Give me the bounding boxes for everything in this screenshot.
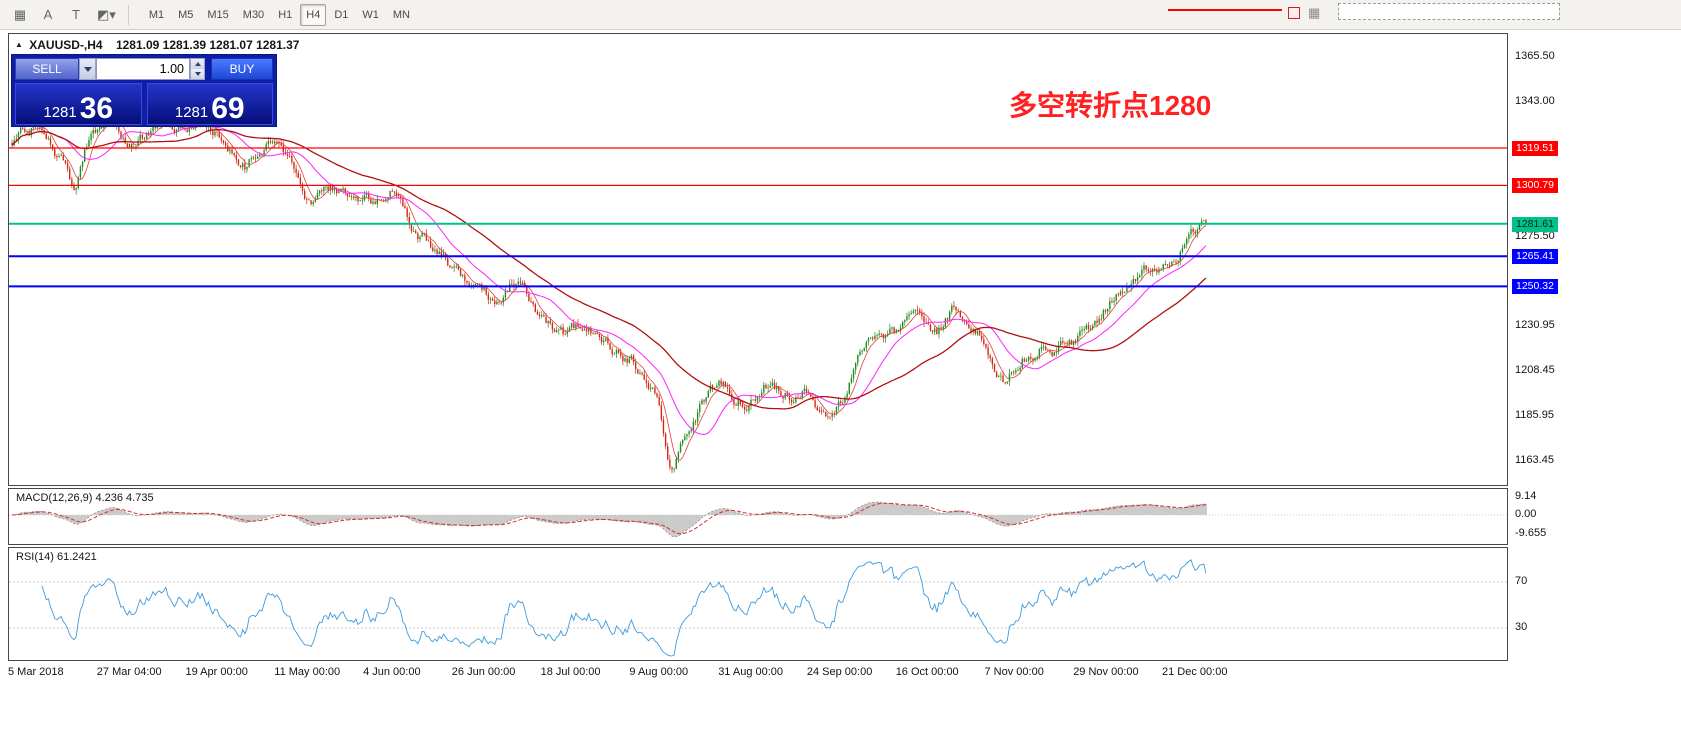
colors-dropdown-icon[interactable]: ◩▾	[97, 6, 116, 22]
date-label-11: 7 Nov 00:00	[984, 666, 1044, 678]
timeframe-mn[interactable]: MN	[392, 8, 410, 21]
toolbar-mini-red-icon[interactable]	[1288, 7, 1300, 19]
candles-up-wicks	[13, 113, 1205, 473]
candles-down-bodies	[11, 115, 1207, 470]
date-label-3: 11 May 00:00	[274, 666, 341, 678]
chart-annotation-text[interactable]: 多空转折点1280	[1009, 90, 1212, 121]
one-click-trading-panel: SELL 1.00 BUY 1281 36 1281 69	[11, 54, 277, 127]
price-axis: 1365.50 1343.00 1275.50 1230.95 1208.45 1185.…	[1512, 33, 1592, 673]
rsi-axis-70: 70	[1515, 575, 1528, 587]
price-label-1163.45: 1163.45	[1515, 454, 1554, 467]
buy-price-display[interactable]: 1281 69	[146, 83, 273, 125]
trade-panel-controls-row: SELL 1.00 BUY	[15, 58, 273, 80]
date-label-10: 16 Oct 00:00	[895, 666, 959, 678]
price-badge-1319.51: 1319.51	[1512, 140, 1558, 156]
date-axis: 5 Mar 2018 27 Mar 04:00 19 Apr 00:00 11 May…	[8, 664, 1608, 680]
chevron-up-icon	[194, 62, 201, 66]
toolbar-left-icons: ▦ A T ◩▾	[6, 4, 123, 26]
price-label-1275.50: 1275.50	[1515, 230, 1555, 242]
stepper-down-button[interactable]	[191, 69, 204, 79]
volume-stepper[interactable]	[190, 58, 205, 80]
date-label-13: 21 Dec 00:00	[1162, 666, 1228, 678]
ask-pips-digits: 69	[211, 91, 245, 125]
candles-down-wicks	[11, 110, 1207, 474]
stepper-up-button[interactable]	[191, 59, 204, 69]
sell-button[interactable]: SELL	[15, 58, 79, 80]
bid-pips-digits: 36	[79, 91, 114, 125]
main-chart-panel[interactable]: ▲ XAUUSD-,H4 1281.09 1281.39 1281.07 128…	[8, 33, 1508, 486]
chart-ohlc-values: 1281.09 1281.39 1281.07 1281.37	[115, 38, 300, 52]
price-badge-1281.61: 1281.61	[1512, 216, 1558, 232]
rsi-line	[41, 559, 1207, 657]
trade-panel-prices-row: 1281 36 1281 69	[15, 83, 273, 125]
ask-main-digits: 1281	[174, 103, 209, 121]
volume-input[interactable]: 1.00	[96, 58, 190, 80]
chart-symbol: XAUUSD-,H4	[29, 38, 103, 52]
price-badge-1265.41: 1265.41	[1512, 249, 1558, 265]
date-label-4: 4 Jun 00:00	[363, 666, 421, 678]
date-label-5: 26 Jun 00:00	[451, 666, 516, 678]
toolbar-dashed-box	[1338, 3, 1560, 20]
price-chart-canvas[interactable]	[9, 34, 1507, 485]
timeframe-m5[interactable]: M5	[178, 8, 194, 21]
macd-canvas[interactable]	[9, 489, 1507, 544]
timeframe-h1[interactable]: H1	[278, 8, 293, 21]
moving-average-22	[11, 125, 1207, 436]
rsi-label: RSI(14) 61.2421	[16, 551, 97, 563]
price-label-1185.95: 1185.95	[1515, 409, 1554, 422]
macd-indicator-panel[interactable]: MACD(12,26,9) 4.236 4.735	[8, 488, 1508, 545]
macd-label: MACD(12,26,9) 4.236 4.735	[16, 492, 154, 504]
toolbar-mini-grid-icon[interactable]: ▦	[1308, 5, 1321, 20]
sell-price-display[interactable]: 1281 36	[15, 83, 142, 125]
rsi-indicator-panel[interactable]: RSI(14) 61.2421	[8, 547, 1508, 661]
chevron-down-icon	[83, 66, 92, 72]
price-label-1365.50: 1365.50	[1515, 50, 1555, 62]
price-badge-1300.79: 1300.79	[1512, 178, 1558, 194]
macd-signal-line	[12, 502, 1206, 535]
macd-axis--9.655: -9.655	[1515, 527, 1547, 539]
bid-main-digits: 1281	[43, 103, 77, 121]
date-label-2: 19 Apr 00:00	[185, 666, 248, 678]
rsi-axis-30: 30	[1515, 621, 1528, 633]
moving-average-60	[11, 128, 1207, 410]
macd-axis-9.14: 9.14	[1515, 490, 1537, 502]
date-label-0: 5 Mar 2018	[8, 666, 64, 678]
date-label-12: 29 Nov 00:00	[1073, 666, 1139, 678]
candles-up-bodies	[13, 115, 1205, 470]
price-label-1343.00: 1343.00	[1515, 95, 1555, 107]
timeframe-w1[interactable]: W1	[362, 8, 379, 21]
chart-symbol-line: ▲ XAUUSD-,H4 1281.09 1281.39 1281.07 128…	[15, 38, 299, 52]
rsi-canvas[interactable]	[9, 548, 1507, 660]
chevron-down-icon	[194, 72, 201, 76]
timeframe-h4[interactable]: H4	[300, 3, 327, 26]
timeframe-m15[interactable]: M15	[207, 8, 229, 21]
timeframe-m1[interactable]: M1	[148, 8, 165, 21]
date-label-6: 18 Jul 00:00	[540, 666, 601, 678]
buy-button[interactable]: BUY	[211, 58, 273, 80]
date-label-7: 9 Aug 00:00	[629, 666, 689, 678]
timeframe-m30[interactable]: M30	[242, 8, 265, 21]
drawn-red-line-object[interactable]	[1168, 9, 1282, 11]
date-label-8: 31 Aug 00:00	[718, 666, 784, 678]
top-toolbar: ▦ A T ◩▾ M1 M5 M15 M30 H1 H4 D1 W1 MN ▦	[0, 0, 1681, 30]
indicator-template-icon[interactable]: ▦	[13, 6, 27, 22]
price-label-1230.95: 1230.95	[1515, 319, 1555, 332]
macd-axis-0.00: 0.00	[1515, 508, 1537, 520]
text-box-icon[interactable]: T	[72, 7, 80, 22]
price-label-1208.45: 1208.45	[1515, 364, 1555, 377]
date-label-9: 24 Sep 00:00	[806, 666, 873, 678]
text-label-icon[interactable]: A	[43, 7, 53, 22]
chart-selected-marker-icon: ▲	[15, 40, 23, 49]
volume-dropdown-button[interactable]	[79, 58, 96, 80]
price-badge-1250.32: 1250.32	[1512, 279, 1558, 295]
date-label-1: 27 Mar 04:00	[96, 666, 162, 678]
moving-average-7	[11, 119, 1207, 461]
timeframe-d1[interactable]: D1	[334, 8, 349, 21]
timeframe-toolbar: M1 M5 M15 M30 H1 H4 D1 W1 MN	[142, 3, 417, 26]
toolbar-separator	[127, 4, 129, 25]
